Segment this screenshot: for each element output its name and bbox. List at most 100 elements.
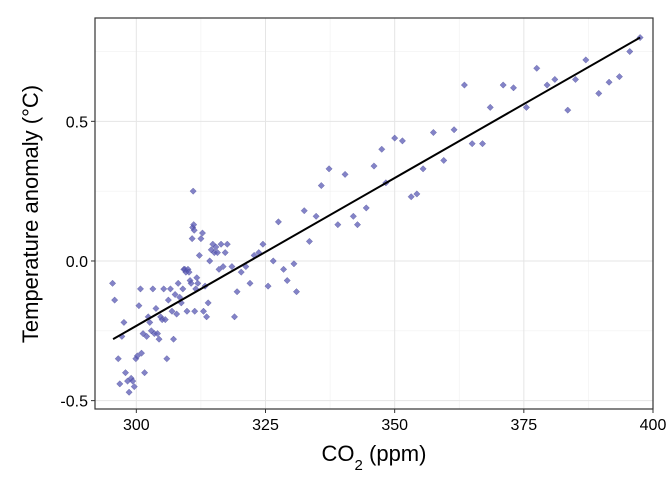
data-point	[305, 237, 313, 245]
data-point	[543, 81, 551, 89]
data-point	[149, 285, 157, 293]
data-point	[228, 263, 236, 271]
data-point	[450, 126, 458, 134]
data-point	[121, 369, 130, 377]
x-axis-title-rest: (ppm)	[363, 441, 427, 466]
data-point	[269, 257, 277, 265]
data-point	[407, 193, 415, 201]
data-point	[199, 307, 208, 315]
data-point	[312, 212, 320, 220]
data-points	[109, 33, 644, 396]
x-axis-title-subscript: 2	[355, 457, 363, 474]
data-point	[292, 288, 301, 296]
data-point	[161, 316, 169, 324]
data-point	[522, 103, 530, 111]
data-point	[370, 162, 378, 170]
data-point	[246, 279, 254, 287]
data-point	[194, 279, 202, 287]
data-point	[419, 165, 427, 173]
x-tick-label: 325	[252, 417, 279, 434]
data-point	[499, 81, 507, 89]
data-point	[615, 73, 623, 81]
y-axis-title: Temperature anomaly (°C)	[18, 85, 43, 343]
data-point	[334, 221, 342, 229]
data-point	[146, 318, 154, 326]
data-point	[429, 128, 437, 137]
data-point	[564, 106, 572, 114]
data-point	[280, 265, 288, 273]
data-point	[582, 56, 590, 64]
data-point	[349, 212, 357, 220]
data-point	[213, 249, 222, 257]
data-point	[183, 307, 191, 315]
data-point	[160, 285, 168, 293]
data-point	[173, 310, 181, 318]
data-point	[171, 290, 179, 299]
data-point	[153, 330, 162, 338]
data-point	[136, 285, 145, 293]
data-point	[187, 279, 195, 287]
data-point	[398, 137, 406, 145]
data-point	[206, 257, 214, 265]
y-tick-label: 0.0	[66, 254, 88, 271]
data-point	[109, 279, 117, 287]
data-point	[116, 380, 124, 388]
data-point	[468, 140, 476, 148]
data-point	[189, 187, 197, 195]
data-point	[626, 47, 634, 56]
data-point	[130, 383, 138, 391]
data-point	[237, 268, 245, 276]
data-point	[135, 302, 143, 310]
data-point	[219, 263, 227, 271]
data-point	[223, 240, 231, 248]
data-point	[133, 352, 141, 360]
data-point	[120, 318, 128, 326]
data-point	[533, 64, 541, 72]
x-tick-label: 375	[510, 417, 537, 434]
data-point	[137, 349, 146, 357]
data-point	[325, 165, 333, 173]
data-point	[185, 268, 193, 276]
data-point	[152, 304, 160, 313]
x-tick-label: 400	[640, 417, 667, 434]
data-point	[478, 140, 487, 148]
data-point	[605, 78, 613, 86]
data-point	[391, 134, 399, 142]
data-point	[195, 251, 203, 259]
data-point	[143, 332, 151, 340]
data-point	[636, 33, 644, 42]
data-point	[509, 84, 518, 92]
data-point	[230, 313, 239, 321]
y-axis-ticks: -0.5 0.0 0.5	[60, 114, 95, 411]
data-point	[198, 229, 207, 237]
data-point	[233, 288, 241, 296]
data-point	[217, 240, 225, 248]
data-point	[129, 377, 137, 385]
data-point	[203, 313, 211, 321]
data-point	[190, 226, 198, 234]
data-point	[204, 299, 212, 307]
data-point	[197, 235, 205, 243]
data-point	[188, 235, 196, 243]
data-point	[300, 207, 308, 215]
data-point	[413, 190, 421, 198]
data-point	[125, 388, 133, 396]
data-point	[164, 296, 172, 304]
data-point	[166, 285, 174, 293]
data-point	[215, 265, 223, 273]
data-point	[264, 282, 272, 290]
data-point	[212, 243, 220, 251]
data-point	[114, 355, 122, 363]
data-point	[111, 296, 119, 304]
y-tick-label: 0.5	[66, 114, 88, 131]
trend-line	[112, 36, 641, 341]
data-point	[460, 81, 468, 89]
data-point	[155, 335, 163, 343]
data-point	[571, 75, 580, 83]
data-point	[179, 285, 187, 293]
data-point	[169, 335, 178, 343]
data-point	[141, 369, 149, 377]
data-point	[290, 260, 298, 268]
x-tick-label: 350	[381, 417, 408, 434]
